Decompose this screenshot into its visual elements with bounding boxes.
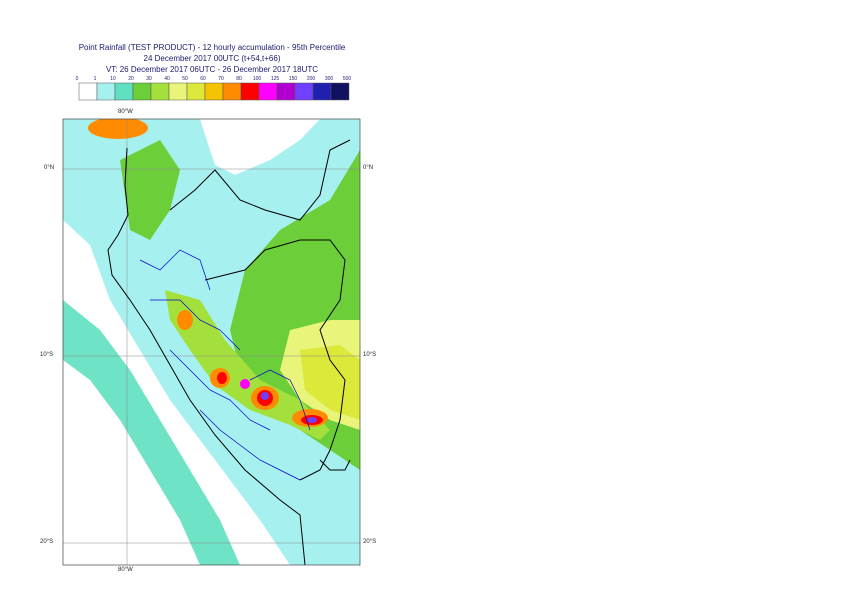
peru-eastern-border [204, 239, 346, 481]
regional-border-3 [169, 349, 271, 431]
precip-green-north [120, 140, 180, 240]
peru-northern-border [169, 139, 351, 221]
legend-tick-label: 40 [164, 76, 170, 82]
legend-tick-label: 125 [271, 76, 280, 82]
precip-andes-corridor [165, 290, 330, 440]
title-line-2: 24 December 2017 00UTC (t+54,t+66) [143, 54, 281, 63]
precip-yellow [300, 345, 360, 420]
hotspot-purple-2 [307, 417, 317, 423]
coastline-border [107, 147, 306, 565]
regional-border-4 [199, 409, 301, 481]
hotspot-magenta-1 [240, 379, 250, 389]
lon-label-bottom: 80°W [118, 567, 133, 573]
lat-label-left-20s: 20°S [40, 539, 54, 545]
legend-tick-label: 10 [110, 76, 116, 82]
legend-tick-label: 500 [343, 76, 352, 82]
legend-tick-label: 20 [128, 76, 134, 82]
hotspot-red-1 [217, 372, 227, 384]
regional-border-2 [150, 299, 241, 351]
lat-label-right-10s: 10°S [363, 352, 377, 358]
legend-swatch [330, 82, 350, 101]
lat-label-right-0: 0°N [363, 165, 374, 171]
hotspot-purple-1 [261, 392, 269, 400]
regional-border-5 [249, 369, 311, 431]
low-precip-zone-north [200, 119, 320, 175]
hotspot-orange-north [88, 119, 148, 139]
legend-tick-label: 70 [218, 76, 224, 82]
regional-border-1 [139, 249, 211, 291]
bolivia-border [319, 459, 351, 471]
legend-tick-label: 1 [94, 76, 97, 82]
lon-label-top: 80°W [118, 109, 133, 115]
chart-title-block: Point Rainfall (TEST PRODUCT) - 12 hourl… [0, 42, 424, 75]
lat-label-left-0: 0°N [44, 165, 55, 171]
legend-tick-label: 50 [182, 76, 188, 82]
title-line-3: VT: 26 December 2017 06UTC - 26 December… [105, 65, 319, 74]
legend-tick-label: 150 [289, 76, 298, 82]
legend-tick-label: 300 [325, 76, 334, 82]
legend-tick-label: 100 [253, 76, 262, 82]
color-legend: 0 1 10 20 30 40 50 60 70 80 100 125 150 200 300 500 [76, 76, 352, 101]
map-frame [62, 118, 361, 566]
white-interior [63, 360, 200, 565]
legend-tick-label: 0 [76, 76, 79, 82]
lat-label-right-20s: 20°S [363, 539, 377, 545]
hotspot-orange-1 [177, 310, 193, 330]
legend-tick-label: 30 [146, 76, 152, 82]
lat-label-left-10s: 10°S [40, 352, 54, 358]
title-line-1: Point Rainfall (TEST PRODUCT) - 12 hourl… [78, 43, 346, 52]
legend-tick-label: 200 [307, 76, 316, 82]
legend-tick-label: 60 [200, 76, 206, 82]
legend-tick-label: 80 [236, 76, 242, 82]
